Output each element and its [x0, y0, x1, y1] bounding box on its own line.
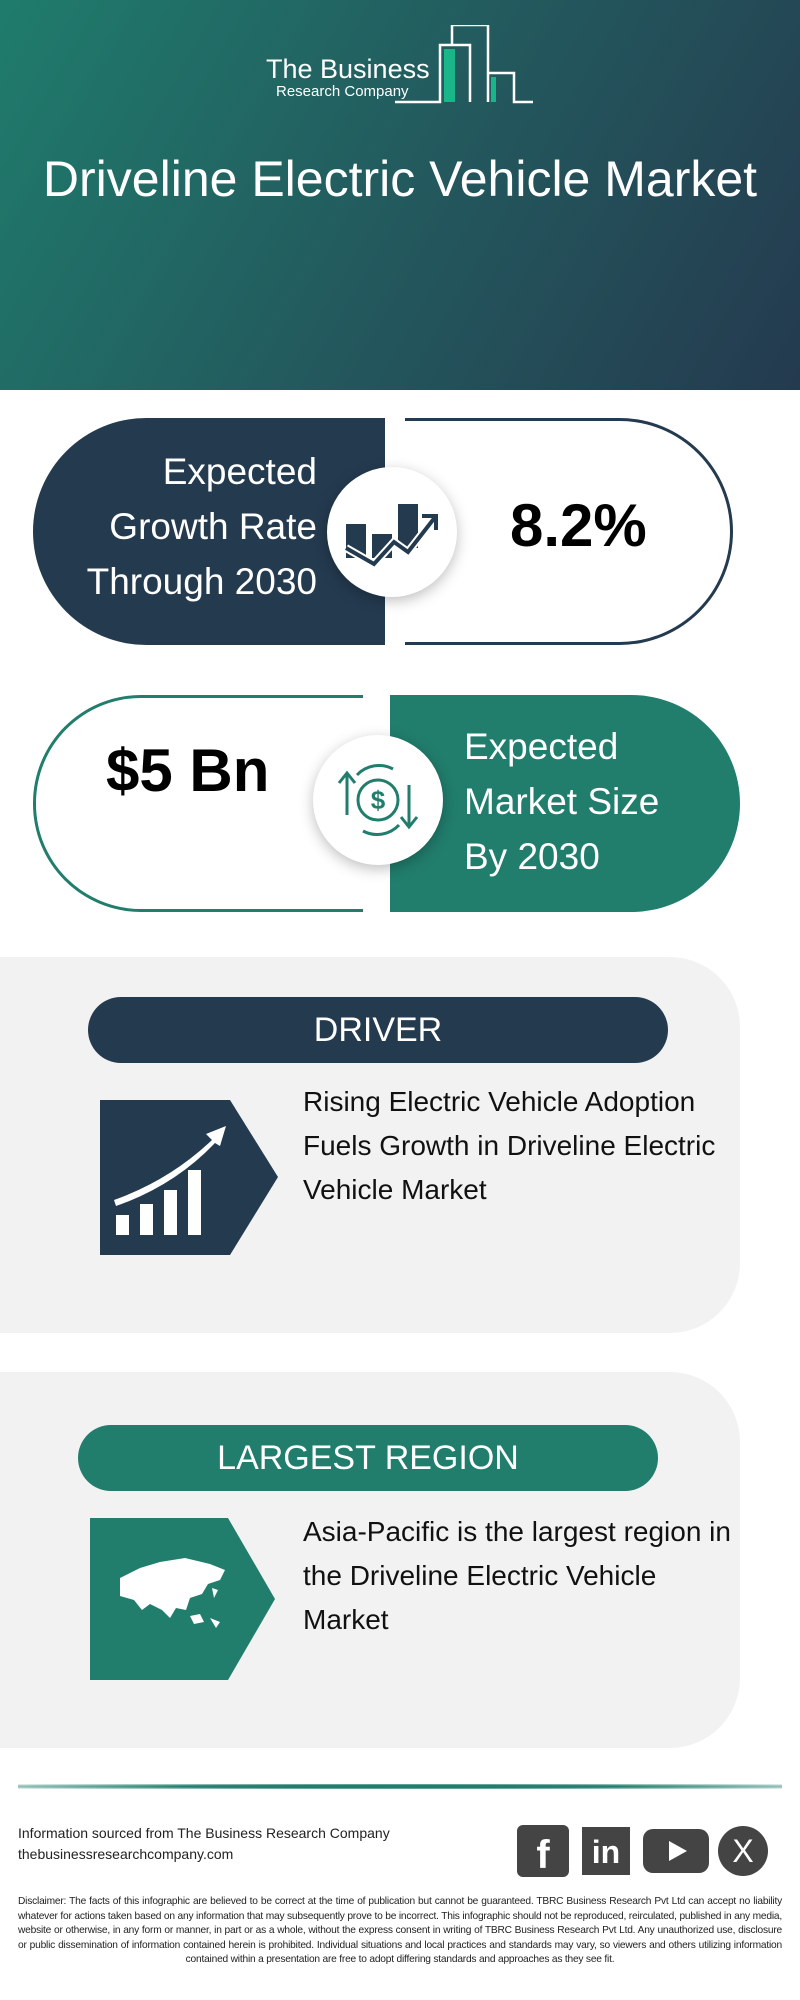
- divider: [18, 1784, 782, 1789]
- region-panel: LARGEST REGION Asia-Pacific is the large…: [0, 1372, 740, 1748]
- growth-label-panel: Expected Growth Rate Through 2030: [33, 418, 385, 645]
- growth-value: 8.2%: [510, 492, 647, 559]
- size-label-panel: Expected Market Size By 2030: [390, 695, 740, 912]
- website-link[interactable]: thebusinessresearchcompany.com: [18, 1846, 234, 1862]
- size-value-panel: $5 Bn: [33, 695, 363, 912]
- page-title: Driveline Electric Vehicle Market: [42, 151, 758, 207]
- growth-value-panel: 8.2%: [405, 418, 733, 645]
- header-banner: The Business Research Company Driveline …: [0, 0, 800, 390]
- logo-buildings-icon: [395, 25, 533, 104]
- size-value: $5 Bn: [106, 737, 270, 804]
- size-label-line: Market Size: [464, 781, 660, 822]
- asia-map-icon: [90, 1518, 275, 1680]
- region-text: Asia-Pacific is the largest region in th…: [303, 1516, 731, 1635]
- driver-heading: DRIVER: [88, 997, 668, 1063]
- x-icon[interactable]: X: [718, 1826, 768, 1876]
- driver-panel: DRIVER Rising Electric Vehicle Adoption …: [0, 957, 740, 1333]
- disclaimer: Disclaimer: The facts of this infographi…: [18, 1896, 782, 1965]
- driver-text: Rising Electric Vehicle Adoption Fuels G…: [303, 1086, 716, 1205]
- linkedin-icon[interactable]: in: [582, 1827, 630, 1875]
- region-heading: LARGEST REGION: [78, 1425, 658, 1491]
- size-label-line: Expected: [464, 726, 619, 767]
- size-label-line: By 2030: [464, 836, 600, 877]
- growth-label-line: Growth Rate: [109, 506, 317, 547]
- logo-text: The Business: [266, 54, 430, 84]
- source-text: Information sourced from The Business Re…: [18, 1825, 390, 1841]
- dollar-exchange-icon: $: [313, 735, 443, 865]
- growth-label-line: Through 2030: [86, 561, 317, 602]
- growth-label-line: Expected: [162, 451, 317, 492]
- rising-bar-chart-icon: [100, 1100, 278, 1255]
- svg-text:$: $: [371, 785, 386, 815]
- facebook-icon[interactable]: f: [517, 1825, 569, 1877]
- growth-chart-icon: [327, 467, 457, 597]
- youtube-icon[interactable]: [643, 1829, 709, 1873]
- logo-subtext: Research Company: [276, 83, 409, 100]
